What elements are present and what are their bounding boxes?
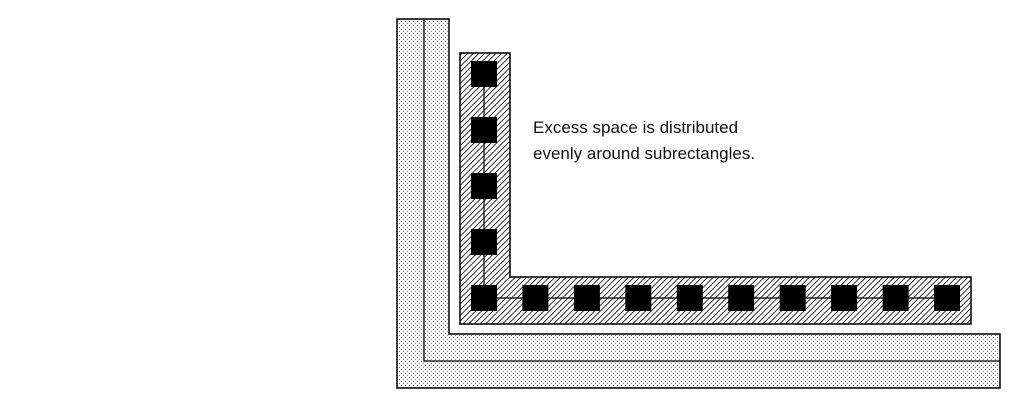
band-divider-line: [423, 19, 1000, 362]
annotation-line-1: Excess space is distributed: [533, 118, 738, 137]
contact-square-vertical-2: [471, 117, 497, 143]
contact-square-horizontal-5: [676, 285, 703, 311]
contact-square-horizontal-9: [882, 285, 909, 311]
hatched-l-strip: [459, 52, 972, 325]
contact-square-vertical-4: [471, 229, 497, 255]
contact-square-horizontal-6: [728, 285, 755, 311]
contact-square-horizontal-3: [573, 285, 600, 311]
contact-square-horizontal-2: [522, 285, 549, 311]
contact-square-vertical-1: [471, 61, 497, 87]
contact-square-horizontal-7: [779, 285, 806, 311]
contact-square-vertical-3: [471, 173, 497, 199]
outer-dotted-band: [396, 18, 1001, 389]
contact-square-horizontal-1: [471, 285, 497, 311]
contact-square-horizontal-4: [625, 285, 652, 311]
contact-square-horizontal-10: [934, 285, 960, 311]
contact-squares: [471, 61, 960, 311]
annotation-line-2: evenly around subrectangles.: [533, 144, 755, 163]
contact-square-horizontal-8: [831, 285, 858, 311]
